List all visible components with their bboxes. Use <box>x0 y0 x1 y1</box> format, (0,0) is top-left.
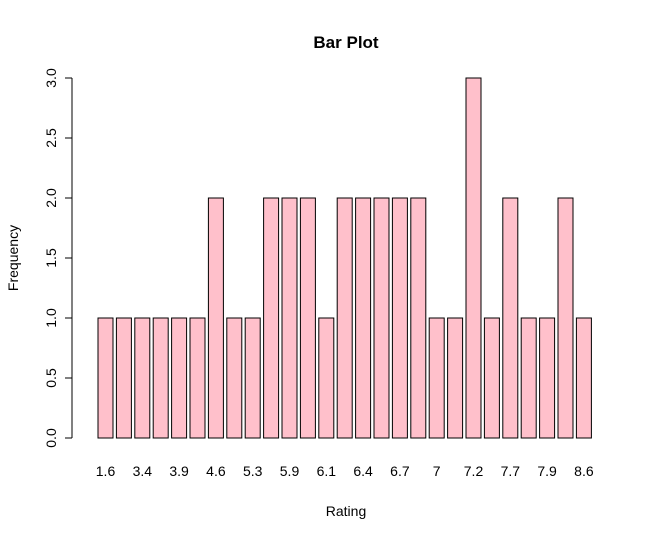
bars-group <box>97 77 592 439</box>
y-tick-label: 1.5 <box>43 248 59 268</box>
y-tick-label: 0.0 <box>43 428 59 448</box>
x-tick-label: 7.7 <box>501 463 521 479</box>
bar <box>281 197 298 439</box>
bar <box>189 317 206 439</box>
y-tick-label: 1.0 <box>43 308 59 328</box>
bar <box>115 317 132 439</box>
bar <box>134 317 151 439</box>
y-axis-label: Frequency <box>5 225 21 291</box>
x-tick-label: 3.4 <box>133 463 153 479</box>
bar <box>373 197 390 439</box>
x-tick-label: 7.2 <box>464 463 484 479</box>
x-tick-label: 5.3 <box>243 463 263 479</box>
x-tick-label: 3.9 <box>169 463 189 479</box>
x-tick-label: 6.7 <box>390 463 410 479</box>
bar <box>557 197 574 439</box>
x-tick-label: 6.1 <box>317 463 337 479</box>
bar <box>244 317 261 439</box>
bar <box>207 197 224 439</box>
x-tick-label: 7 <box>433 463 441 479</box>
bar <box>539 317 556 439</box>
y-tick-label: 2.0 <box>43 188 59 208</box>
x-tick-label: 1.6 <box>96 463 116 479</box>
bar <box>465 77 482 439</box>
y-axis: 0.0 0.5 1.0 1.5 2.0 2.5 3.0 <box>43 68 73 448</box>
bar <box>318 317 335 439</box>
bar <box>97 317 114 439</box>
x-tick-labels: 1.6 3.4 3.9 4.6 5.3 5.9 6.1 6.4 6.7 7 7.2 7.7 7.9 8.6 <box>96 463 594 479</box>
x-tick-label: 7.9 <box>537 463 557 479</box>
x-tick-label: 8.6 <box>574 463 594 479</box>
bar <box>355 197 372 439</box>
bar <box>483 317 500 439</box>
x-tick-label: 4.6 <box>206 463 226 479</box>
bar <box>520 317 537 439</box>
bar <box>299 197 316 439</box>
y-tick-label: 2.5 <box>43 128 59 148</box>
y-tick-label: 3.0 <box>43 68 59 88</box>
bar <box>263 197 280 439</box>
x-axis-label: Rating <box>326 503 366 519</box>
bar <box>502 197 519 439</box>
bar <box>226 317 243 439</box>
bar <box>447 317 464 439</box>
bar <box>410 197 427 439</box>
bar <box>575 317 592 439</box>
bar <box>336 197 353 439</box>
bar <box>171 317 188 439</box>
chart-title: Bar Plot <box>313 33 379 52</box>
x-tick-label: 6.4 <box>353 463 373 479</box>
x-tick-label: 5.9 <box>280 463 300 479</box>
bar <box>391 197 408 439</box>
y-tick-label: 0.5 <box>43 368 59 388</box>
bar <box>428 317 445 439</box>
bar <box>152 317 169 439</box>
